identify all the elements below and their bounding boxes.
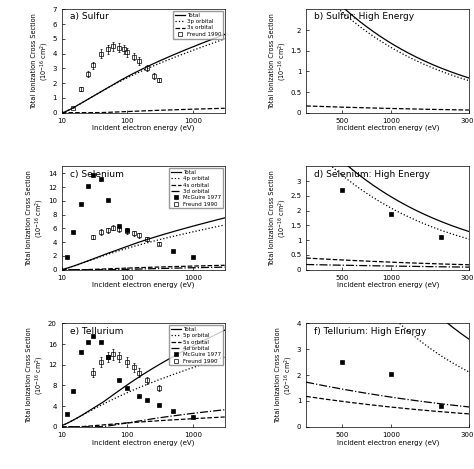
Y-axis label: Total Ionization Cross Section
$(10^{-16}$ cm$^2)$: Total Ionization Cross Section $(10^{-16… [269,170,289,266]
Legend: Total, 3p orbital, 3s orbital, Freund 1990: Total, 3p orbital, 3s orbital, Freund 19… [173,11,223,38]
X-axis label: Incident electron energy (eV): Incident electron energy (eV) [337,125,439,131]
Text: f) Tellurium: High Energy: f) Tellurium: High Energy [314,326,427,336]
Text: e) Tellurium: e) Tellurium [70,326,123,336]
Y-axis label: Total Ionization Cross Section
$(10^{-16}$ cm$^2)$: Total Ionization Cross Section $(10^{-16… [275,327,295,423]
X-axis label: Incident electron energy (eV): Incident electron energy (eV) [92,282,194,288]
Y-axis label: Total Ionization Cross Section
$(10^{-16}$ cm$^2)$: Total Ionization Cross Section $(10^{-16… [27,170,46,266]
Text: b) Sulfur: High Energy: b) Sulfur: High Energy [314,13,414,22]
X-axis label: Incident electron energy (eV): Incident electron energy (eV) [92,439,194,446]
Y-axis label: Total Ionization Cross Section
$(10^{-16}$ cm$^2)$: Total Ionization Cross Section $(10^{-16… [27,327,46,423]
Legend: Total, 4p orbital, 4s orbital, 3d orbital, McGuire 1977, Freund 1990: Total, 4p orbital, 4s orbital, 3d orbita… [169,168,223,208]
X-axis label: Incident electron energy (eV): Incident electron energy (eV) [92,125,194,131]
X-axis label: Incident electron energy (eV): Incident electron energy (eV) [337,439,439,446]
Y-axis label: Total Ionization Cross Section
$(10^{-16}$ cm$^2)$: Total Ionization Cross Section $(10^{-16… [269,13,289,109]
Y-axis label: Total Ionization Cross Section
$(10^{-16}$ cm$^2)$: Total Ionization Cross Section $(10^{-16… [31,13,51,109]
Text: c) Selenium: c) Selenium [70,169,124,179]
Legend: Total, 5p orbital, 5s orbital, 4d orbital, McGuire 1977, Freund 1990: Total, 5p orbital, 5s orbital, 4d orbita… [169,325,223,365]
Text: a) Sulfur: a) Sulfur [70,13,109,22]
X-axis label: Incident electron energy (eV): Incident electron energy (eV) [337,282,439,288]
Text: d) Selenium: High Energy: d) Selenium: High Energy [314,169,430,179]
